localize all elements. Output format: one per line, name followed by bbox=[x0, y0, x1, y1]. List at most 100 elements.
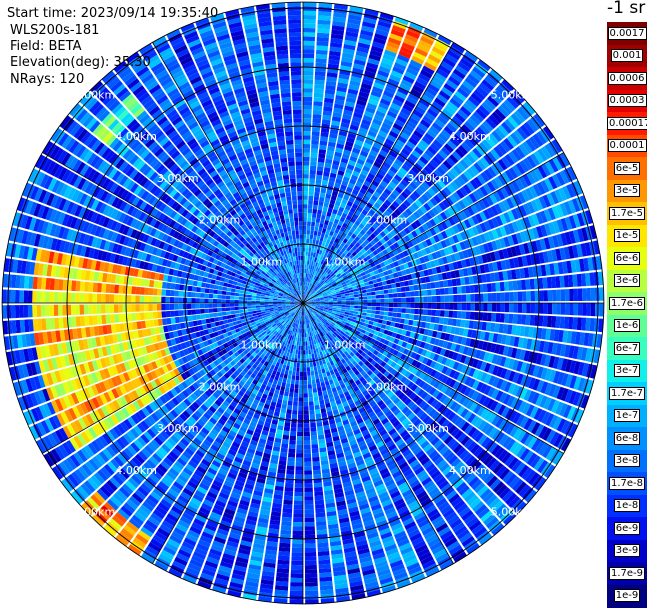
range-gate bbox=[318, 369, 322, 374]
range-gate bbox=[432, 296, 437, 302]
range-gate bbox=[389, 294, 394, 298]
range-gate bbox=[311, 371, 315, 376]
range-gate bbox=[312, 213, 317, 218]
range-gate bbox=[319, 197, 325, 202]
range-gate bbox=[319, 145, 327, 150]
range-gate bbox=[282, 365, 286, 370]
range-gate bbox=[304, 406, 309, 411]
range-gate bbox=[386, 321, 391, 326]
range-gate bbox=[298, 346, 300, 350]
range-gate bbox=[376, 299, 380, 303]
range-gate bbox=[316, 361, 320, 366]
range-gate bbox=[400, 282, 405, 287]
range-gate bbox=[296, 445, 303, 450]
range-gate bbox=[440, 296, 444, 302]
range-gate bbox=[398, 303, 402, 308]
range-gate bbox=[517, 314, 522, 324]
range-gate bbox=[287, 361, 291, 366]
range-gate bbox=[447, 280, 452, 287]
range-gate bbox=[313, 110, 322, 115]
range-gate bbox=[389, 303, 393, 307]
range-gate bbox=[317, 24, 330, 29]
range-gate bbox=[474, 285, 479, 293]
range-gate bbox=[414, 291, 419, 296]
range-gate bbox=[279, 456, 287, 461]
range-gate bbox=[319, 149, 326, 154]
range-gate bbox=[397, 293, 402, 298]
range-gate bbox=[303, 58, 314, 63]
range-gate bbox=[461, 286, 466, 294]
range-gate bbox=[297, 440, 303, 445]
range-gate bbox=[293, 367, 297, 372]
range-gate bbox=[303, 157, 310, 162]
range-gate bbox=[422, 284, 427, 290]
range-gate bbox=[303, 110, 312, 115]
range-gate bbox=[290, 384, 294, 389]
range-gate bbox=[296, 372, 300, 377]
range-gate bbox=[392, 312, 397, 317]
range-gate bbox=[315, 76, 326, 81]
range-gate bbox=[461, 311, 466, 319]
range-gate bbox=[300, 363, 303, 367]
range-gate bbox=[290, 586, 303, 591]
range-gate bbox=[307, 230, 311, 235]
range-gate bbox=[299, 385, 303, 389]
range-gate bbox=[289, 444, 296, 449]
range-gate bbox=[283, 435, 290, 440]
range-gate bbox=[385, 303, 389, 307]
range-gate bbox=[288, 453, 295, 458]
range-gate bbox=[354, 297, 359, 300]
range-gate bbox=[319, 564, 331, 569]
range-gate bbox=[303, 363, 306, 367]
range-gate bbox=[573, 317, 578, 330]
range-gate bbox=[470, 285, 475, 293]
range-gate bbox=[375, 291, 380, 295]
range-gate bbox=[379, 286, 384, 290]
range-gate bbox=[320, 219, 325, 224]
range-gate bbox=[316, 236, 320, 241]
range-gate bbox=[453, 303, 457, 310]
range-gate bbox=[513, 303, 518, 313]
range-gate bbox=[303, 127, 311, 131]
range-gate bbox=[304, 470, 312, 475]
range-gate bbox=[316, 240, 320, 245]
range-gate bbox=[303, 234, 306, 238]
range-gate bbox=[354, 291, 359, 294]
range-gate bbox=[359, 306, 364, 309]
range-gate bbox=[296, 458, 303, 462]
range-gate bbox=[361, 286, 366, 290]
range-gate bbox=[373, 322, 378, 327]
range-gate bbox=[504, 281, 509, 291]
range-gate bbox=[427, 290, 432, 296]
range-gate bbox=[289, 440, 296, 445]
range-gate bbox=[547, 316, 552, 327]
range-gate bbox=[292, 548, 303, 553]
range-gate bbox=[303, 80, 313, 85]
range-gate bbox=[539, 290, 544, 301]
range-gate bbox=[296, 449, 303, 454]
range-gate bbox=[303, 41, 315, 46]
range-gate bbox=[303, 2, 317, 7]
range-gate bbox=[517, 280, 522, 290]
range-gate bbox=[304, 432, 310, 437]
range-gate bbox=[280, 386, 285, 391]
range-gate bbox=[475, 294, 480, 302]
range-gate bbox=[299, 342, 301, 346]
range-gate bbox=[303, 178, 309, 183]
range-gate bbox=[367, 306, 372, 309]
range-gate bbox=[305, 269, 307, 273]
range-gate bbox=[297, 363, 300, 368]
range-gate bbox=[350, 306, 354, 309]
range-gate bbox=[387, 316, 392, 321]
range-gate bbox=[305, 526, 315, 531]
range-gate bbox=[578, 303, 583, 316]
range-gate bbox=[405, 314, 410, 319]
range-gate bbox=[423, 303, 428, 309]
range-gate bbox=[577, 317, 582, 330]
range-gate bbox=[289, 366, 293, 371]
range-gate bbox=[303, 148, 310, 152]
range-gate bbox=[453, 295, 458, 302]
range-gate bbox=[298, 350, 301, 354]
range-gate bbox=[307, 226, 311, 231]
range-gate bbox=[311, 431, 317, 436]
